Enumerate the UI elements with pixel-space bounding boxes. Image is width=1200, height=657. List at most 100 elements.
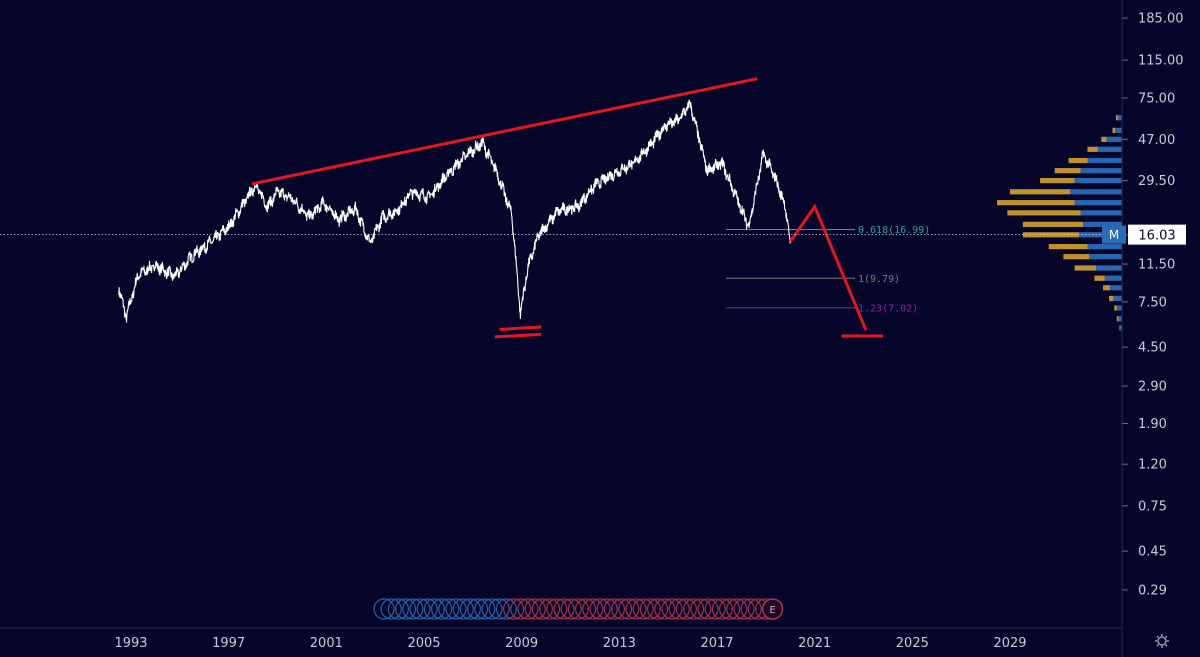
- event-bubble-1[interactable]: [380, 598, 402, 620]
- event-bubble-42[interactable]: [675, 598, 698, 620]
- event-bubble-24[interactable]: [546, 598, 568, 620]
- profile-bar-down-20: [1119, 325, 1121, 331]
- profile-bar-down-10: [1022, 221, 1084, 227]
- event-bubble-21[interactable]: [524, 598, 546, 620]
- profile-bar-up-0: [1117, 115, 1122, 121]
- event-bubble-36[interactable]: [632, 598, 654, 620]
- event-bubble-38[interactable]: [646, 598, 669, 620]
- event-bubble-9[interactable]: [438, 598, 460, 620]
- fib-label-0: 0.618(16.99): [858, 225, 930, 236]
- event-bubble-48[interactable]: [718, 598, 741, 620]
- x-tick-label-9: 2029: [993, 636, 1026, 651]
- x-tick-label-0: 1993: [114, 636, 147, 651]
- event-bubble-41[interactable]: [668, 598, 690, 620]
- profile-bar-down-19: [1116, 316, 1119, 322]
- x-tick-label-7: 2021: [798, 636, 831, 651]
- y-axis[interactable]: 185.00115.0075.0047.0029.5016.0011.507.5…: [1122, 12, 1184, 599]
- event-bubble-18[interactable]: [502, 598, 525, 620]
- event-bubble-46[interactable]: [704, 598, 726, 620]
- x-tick-label-8: 2025: [896, 636, 929, 651]
- event-bubble-43[interactable]: [682, 598, 705, 620]
- event-bubble-25[interactable]: [553, 598, 575, 620]
- settings-gear-icon[interactable]: [1155, 634, 1169, 648]
- event-bubble-20[interactable]: [517, 598, 539, 620]
- event-bubble-0[interactable]: [373, 598, 395, 620]
- drawn-overlays: [251, 77, 884, 339]
- y-tick-label-10: 1.90: [1138, 417, 1167, 432]
- event-bubble-29[interactable]: [582, 598, 604, 620]
- profile-bar-down-0: [1115, 115, 1118, 121]
- event-bubble-45[interactable]: [697, 598, 719, 620]
- event-bubble-23[interactable]: [538, 598, 561, 620]
- profile-bar-up-2: [1106, 136, 1122, 142]
- profile-bar-down-2: [1101, 136, 1107, 142]
- y-tick-label-4: 29.50: [1138, 174, 1175, 189]
- event-bubble-44[interactable]: [690, 598, 712, 620]
- event-bubble-34[interactable]: [618, 598, 640, 620]
- profile-bar-down-12: [1048, 244, 1088, 250]
- event-bubble-13[interactable]: [467, 598, 489, 620]
- price-line: [118, 99, 791, 323]
- fibonacci-levels: 0.618(16.99) 1(9.79) 1.23(7.02): [726, 225, 930, 314]
- profile-bar-up-6: [1074, 178, 1122, 184]
- event-bubble-8[interactable]: [431, 598, 453, 620]
- profile-bar-down-13: [1063, 254, 1090, 260]
- event-bubble-10[interactable]: [445, 598, 467, 620]
- profile-bar-up-16: [1109, 285, 1122, 291]
- event-bubble-49[interactable]: [726, 598, 748, 620]
- event-bubble-40[interactable]: [661, 598, 683, 620]
- last-price-label-box: [1128, 224, 1186, 245]
- event-bubble-11[interactable]: [452, 598, 474, 620]
- event-bubble-27[interactable]: [567, 598, 590, 620]
- profile-bar-up-9: [1080, 210, 1122, 216]
- y-tick-label-3: 47.00: [1138, 133, 1175, 148]
- event-bubble-17[interactable]: [495, 598, 517, 620]
- y-tick-label-14: 0.29: [1138, 584, 1167, 599]
- event-bubble-5[interactable]: [409, 598, 431, 620]
- event-bubble-final[interactable]: [761, 598, 784, 620]
- event-bubble-6[interactable]: [416, 598, 438, 620]
- event-bubble-7[interactable]: [423, 598, 445, 620]
- last-price-marker: M 16.03: [0, 224, 1186, 245]
- event-bubble-39[interactable]: [654, 598, 676, 620]
- profile-bar-up-1: [1115, 127, 1122, 134]
- event-bubble-31[interactable]: [596, 598, 618, 620]
- profile-bar-up-14: [1096, 265, 1122, 271]
- y-tick-label-0: 185.00: [1138, 12, 1184, 27]
- event-bubbles[interactable]: E: [373, 598, 784, 620]
- event-bubble-32[interactable]: [603, 598, 626, 620]
- event-bubble-35[interactable]: [625, 598, 647, 620]
- event-bubble-37[interactable]: [639, 598, 662, 620]
- event-bubble-14[interactable]: [474, 598, 496, 620]
- event-bubble-2[interactable]: [387, 598, 409, 620]
- event-bubble-28[interactable]: [574, 598, 597, 620]
- event-bubble-3[interactable]: [395, 598, 417, 620]
- x-tick-label-3: 2005: [407, 636, 440, 651]
- profile-bar-down-8: [997, 200, 1075, 206]
- event-bubble-16[interactable]: [488, 598, 510, 620]
- event-bubble-26[interactable]: [560, 598, 582, 620]
- profile-bar-down-16: [1103, 285, 1110, 291]
- event-bubble-12[interactable]: [459, 598, 481, 620]
- event-bubble-47[interactable]: [711, 598, 734, 620]
- y-tick-label-9: 2.90: [1138, 380, 1167, 395]
- event-bubble-30[interactable]: [589, 598, 611, 620]
- event-bubble-51[interactable]: [740, 598, 762, 620]
- event-bubble-4[interactable]: [402, 598, 424, 620]
- profile-bar-up-20: [1120, 325, 1122, 331]
- x-axis[interactable]: 1993 1997 2001 2005 2009 2013 2017 2021 2025 2029: [114, 636, 1026, 651]
- event-bubble-19[interactable]: [510, 598, 532, 620]
- event-bubble-50[interactable]: [733, 598, 755, 620]
- bottom-mark-1: [494, 332, 542, 339]
- profile-bar-down-4: [1068, 157, 1088, 164]
- event-bubble-33[interactable]: [610, 598, 633, 620]
- profile-bar-up-4: [1087, 157, 1122, 164]
- last-price-marker-box: [1102, 225, 1126, 244]
- profile-bar-down-15: [1094, 275, 1105, 281]
- profile-bar-up-10: [1083, 221, 1122, 227]
- event-bubble-22[interactable]: [531, 598, 554, 620]
- y-tick-label-7: 7.50: [1138, 295, 1167, 310]
- event-bubble-15[interactable]: [481, 598, 503, 620]
